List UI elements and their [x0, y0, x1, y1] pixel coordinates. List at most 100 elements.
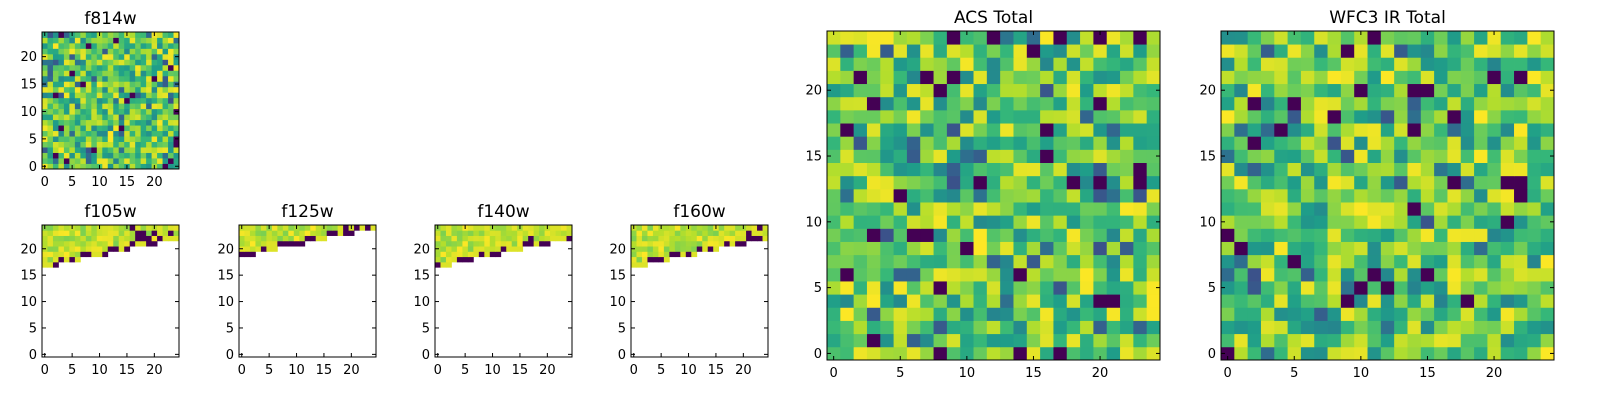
heatmap-cell	[853, 109, 868, 124]
heatmap-cell	[58, 225, 65, 231]
y-tick-label: 0	[618, 348, 626, 363]
heatmap-cell	[445, 261, 452, 268]
heatmap-cell	[1080, 31, 1094, 45]
heatmap-cell	[555, 225, 562, 231]
heatmap-cell	[1420, 175, 1435, 190]
heatmap-cell	[129, 70, 136, 77]
heatmap-cell	[58, 114, 65, 121]
heatmap-cell	[506, 246, 513, 252]
heatmap-cell	[162, 230, 169, 236]
heatmap-cell	[162, 130, 169, 137]
heatmap-cell	[157, 235, 163, 242]
heatmap-cell	[1053, 241, 1068, 256]
heatmap-cell	[1327, 228, 1342, 242]
heatmap-cell	[91, 141, 98, 148]
heatmap-cell	[124, 92, 131, 99]
heatmap-cell	[293, 230, 300, 236]
heatmap-cell	[456, 225, 463, 231]
heatmap-cell	[827, 136, 841, 150]
heatmap-cell	[58, 42, 65, 49]
heatmap-cell	[80, 53, 87, 60]
heatmap-cell	[489, 246, 496, 252]
heatmap-cell	[1327, 175, 1342, 190]
heatmap-cell	[1447, 281, 1462, 295]
heatmap-cell	[151, 136, 158, 142]
heatmap-cell	[1327, 31, 1342, 45]
heatmap-cell	[973, 254, 988, 269]
heatmap-cell	[135, 108, 142, 115]
heatmap-cell	[986, 162, 1001, 177]
heatmap-cell	[1367, 109, 1382, 124]
heatmap-cell	[445, 240, 452, 247]
heatmap-cell	[85, 64, 92, 71]
heatmap-cell	[880, 162, 894, 177]
heatmap-cell	[880, 294, 894, 308]
heatmap-cell	[321, 230, 328, 236]
heatmap-cell	[550, 230, 556, 236]
heatmap-cell	[1013, 188, 1028, 203]
heatmap-cell	[157, 125, 163, 132]
heatmap-cell	[299, 235, 306, 242]
heatmap-cell	[173, 235, 180, 242]
heatmap-cell	[484, 251, 491, 258]
heatmap-cell	[1080, 228, 1094, 242]
heatmap-cell	[1340, 149, 1355, 163]
heatmap-cell	[1274, 175, 1288, 190]
heatmap-cell	[1514, 83, 1528, 98]
heatmap-cell	[1013, 109, 1028, 124]
heatmap-cell	[933, 149, 948, 163]
heatmap-cell	[960, 96, 974, 111]
heatmap-cell	[1026, 96, 1041, 111]
heatmap-cell	[539, 225, 545, 231]
heatmap-cell	[1066, 346, 1081, 361]
heatmap-cell	[1133, 202, 1148, 216]
heatmap-cell	[880, 228, 894, 242]
heatmap-cell	[113, 59, 120, 66]
heatmap-cell	[827, 281, 841, 295]
heatmap-cell	[63, 103, 70, 110]
heatmap-cell	[129, 230, 136, 236]
heatmap-cell	[1434, 123, 1448, 137]
heatmap-cell	[244, 246, 251, 252]
heatmap-cell	[173, 147, 180, 153]
heatmap-cell	[489, 230, 496, 236]
heatmap-cell	[1120, 96, 1134, 111]
x-tick-label: 0	[830, 366, 838, 381]
heatmap-cell	[74, 32, 81, 38]
heatmap-cell	[69, 230, 76, 236]
heatmap-cell	[135, 125, 142, 132]
heatmap-cell	[451, 240, 458, 247]
heatmap-cells	[631, 225, 769, 268]
y-tick-label: 5	[618, 321, 626, 336]
heatmap-cell	[1354, 346, 1368, 361]
heatmap-cell	[880, 83, 894, 98]
heatmap-cell	[271, 246, 278, 252]
heatmap-cell	[636, 256, 643, 263]
x-tick-label: 5	[1290, 366, 1298, 381]
heatmap-cell	[47, 240, 54, 247]
heatmap-cell	[113, 97, 120, 104]
heatmap-cell	[511, 230, 518, 236]
heatmap-cell	[1487, 294, 1502, 308]
heatmap-cell	[1120, 267, 1134, 282]
heatmap-cell	[47, 92, 54, 99]
heatmap-cell	[893, 228, 908, 242]
heatmap-cell	[1066, 109, 1081, 124]
heatmap-cell	[1040, 320, 1054, 335]
heatmap-cell	[853, 254, 868, 269]
heatmap-cell	[42, 64, 48, 71]
heatmap-cell	[1221, 202, 1235, 216]
heatmap-cell	[146, 136, 152, 142]
heatmap-cell	[827, 175, 841, 190]
heatmap-cell	[1221, 96, 1235, 111]
heatmap-cell	[129, 64, 136, 71]
heatmap-cell	[1460, 281, 1475, 295]
heatmap-cell	[157, 225, 163, 231]
heatmap-cell	[1394, 31, 1408, 45]
heatmap-cell	[893, 215, 908, 229]
heatmap-cell	[456, 240, 463, 247]
heatmap-cell	[1314, 109, 1328, 124]
heatmap-cell	[244, 230, 251, 236]
heatmap-cell	[85, 70, 92, 77]
heatmap-cell	[440, 256, 447, 263]
